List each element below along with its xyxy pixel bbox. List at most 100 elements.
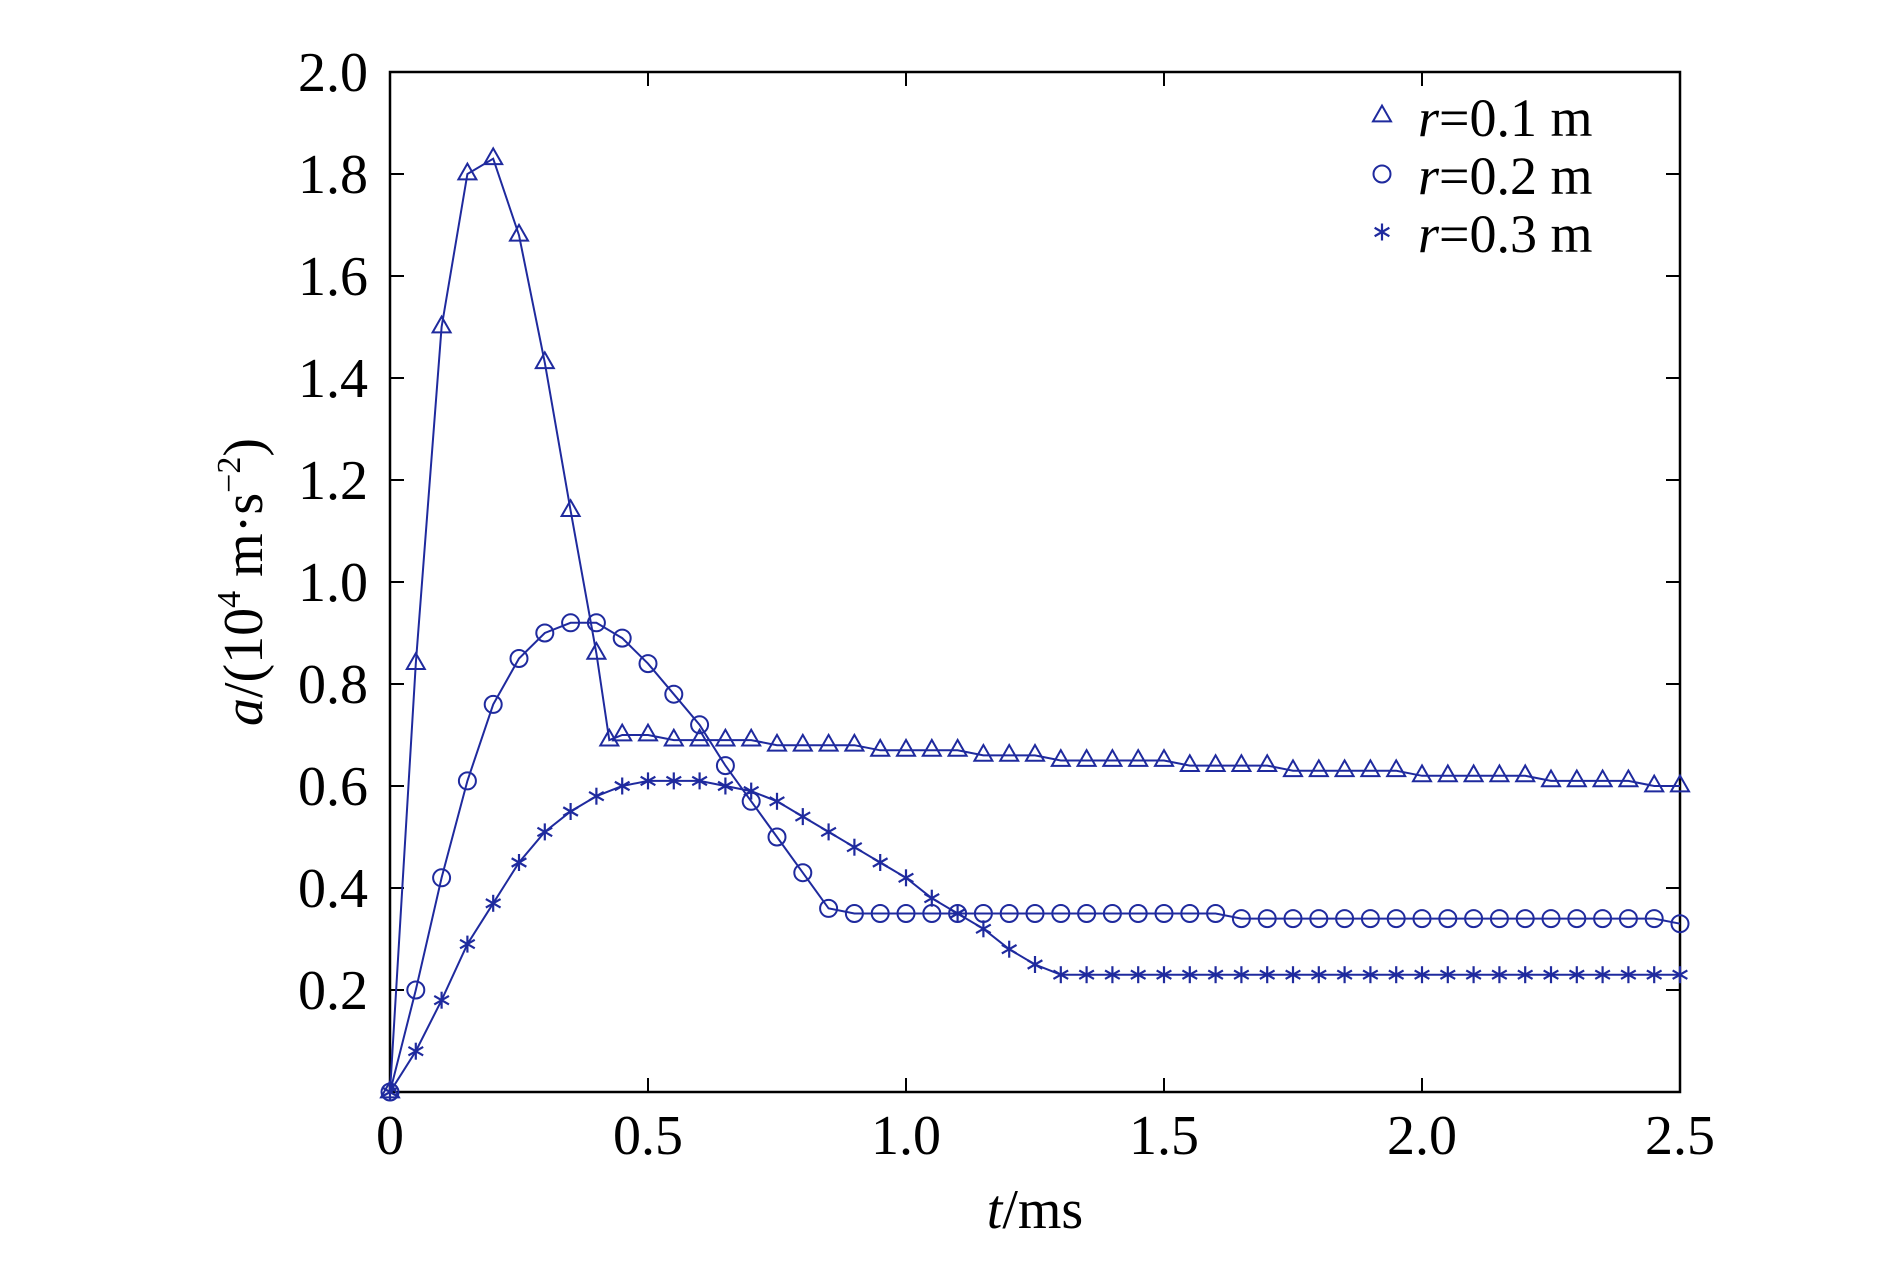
- series-line: [389, 779, 1680, 1093]
- data-point-triangle: [1643, 773, 1665, 793]
- data-point-circle: [638, 654, 658, 674]
- legend-label: r=0.1 m: [1418, 88, 1592, 148]
- data-point-circle: [561, 613, 581, 633]
- data-point-circle: [1515, 909, 1535, 929]
- data-point-circle: [1360, 909, 1380, 929]
- data-point-triangle: [1075, 748, 1098, 767]
- y-axis-label: a/(104 m·s−2): [211, 438, 275, 726]
- data-point-circle: [1077, 904, 1097, 923]
- data-point-triangle: [482, 146, 504, 166]
- data-point-asterisk: [1646, 966, 1663, 984]
- data-point-circle: [1335, 909, 1355, 929]
- data-point-asterisk: [1362, 966, 1379, 984]
- data-point-triangle: [1566, 768, 1588, 788]
- data-point-triangle: [766, 732, 788, 752]
- data-point-asterisk: [691, 772, 708, 790]
- data-point-triangle: [1333, 758, 1356, 778]
- data-point-asterisk: [1594, 966, 1611, 984]
- y-tick-label: 0.2: [298, 960, 368, 1022]
- data-point-triangle: [663, 727, 685, 747]
- data-point-triangle: [456, 161, 479, 181]
- data-point-asterisk: [1414, 966, 1430, 984]
- data-point-triangle: [611, 722, 633, 742]
- data-point-asterisk: [820, 823, 837, 841]
- data-point-asterisk: [1620, 966, 1637, 984]
- data-point-circle: [1412, 909, 1432, 929]
- data-point-triangle: [792, 732, 814, 752]
- data-point-asterisk: [975, 920, 992, 938]
- data-point-asterisk: [769, 792, 785, 810]
- legend-label-var: r: [1418, 88, 1440, 148]
- data-point-circle: [1670, 914, 1690, 934]
- data-point-triangle: [1514, 763, 1536, 783]
- data-point-triangle: [946, 737, 969, 757]
- x-axis-ticks: 0 0.5 1.0 1.5 2.0 2.5: [376, 72, 1715, 1167]
- legend-label: r=0.2 m: [1418, 146, 1592, 206]
- legend-marker-asterisk: [1374, 223, 1390, 241]
- data-point-triangle: [688, 727, 711, 747]
- data-point-circle: [612, 628, 632, 648]
- data-point-circle: [406, 980, 426, 1000]
- data-point-asterisk: [949, 905, 966, 922]
- data-point-triangle: [1204, 753, 1227, 772]
- legend-marker-triangle: [1371, 103, 1393, 123]
- y-axis-label-part1: /(10: [213, 608, 275, 698]
- data-point-circle: [432, 868, 452, 888]
- data-point-circle: [586, 613, 606, 633]
- data-point-triangle: [1359, 758, 1382, 778]
- data-point-asterisk: [1439, 966, 1456, 984]
- y-tick-label: 2.0: [298, 42, 368, 104]
- data-point-circle: [767, 827, 787, 847]
- data-point-asterisk: [536, 823, 553, 841]
- data-point-triangle: [740, 727, 762, 747]
- data-point-triangle: [559, 498, 582, 517]
- data-point-circle: [1618, 909, 1638, 929]
- data-point-circle: [715, 756, 735, 776]
- data-point-circle: [1309, 909, 1329, 929]
- data-point-triangle: [1462, 763, 1485, 783]
- y-axis-label-var: a: [213, 698, 275, 726]
- legend-label: r=0.3 m: [1418, 204, 1592, 264]
- legend: r=0.1 mr=0.2 mr=0.3 m: [1371, 88, 1592, 264]
- data-point-circle: [1154, 904, 1174, 923]
- data-point-triangle: [1540, 768, 1562, 788]
- data-point-circle: [1257, 909, 1277, 929]
- legend-label-value: =0.1 m: [1439, 88, 1592, 148]
- y-axis-ticks: 0.2 0.4 0.6 0.8 1.0 1.2 1.4 1.6 1.8 2.0: [298, 42, 1680, 1022]
- data-point-circle: [535, 623, 555, 643]
- data-point-asterisk: [898, 869, 914, 887]
- data-point-asterisk: [794, 808, 811, 826]
- data-point-triangle: [869, 737, 891, 757]
- data-point-asterisk: [485, 894, 502, 912]
- data-point-circle: [483, 694, 503, 714]
- data-point-circle: [1438, 909, 1458, 929]
- series-3: [382, 772, 1688, 1101]
- data-point-triangle: [1179, 753, 1201, 772]
- data-point-circle: [1567, 909, 1587, 929]
- data-point-asterisk: [1207, 966, 1224, 984]
- data-point-asterisk: [1465, 966, 1482, 984]
- data-point-triangle: [1385, 758, 1407, 778]
- data-point-triangle: [1488, 763, 1511, 783]
- data-point-triangle: [972, 743, 995, 762]
- series-line: [389, 621, 1681, 1093]
- data-point-triangle: [1256, 753, 1278, 772]
- data-point-circle: [1025, 904, 1045, 923]
- data-point-asterisk: [1388, 966, 1405, 984]
- data-point-asterisk: [640, 772, 656, 790]
- data-point-asterisk: [1130, 966, 1147, 984]
- y-tick-label: 1.4: [298, 348, 368, 410]
- data-point-asterisk: [433, 991, 450, 1009]
- x-tick-label: 0.5: [613, 1105, 683, 1167]
- x-tick-label: 2.5: [1645, 1105, 1715, 1167]
- data-point-asterisk: [717, 777, 734, 795]
- y-tick-label: 0.6: [298, 756, 368, 818]
- data-point-circle: [457, 771, 477, 791]
- data-point-asterisk: [1078, 966, 1095, 984]
- data-point-circle: [1489, 909, 1509, 929]
- data-point-triangle: [998, 743, 1020, 762]
- data-point-circle: [819, 898, 839, 918]
- data-point-asterisk: [614, 777, 631, 795]
- data-point-circle: [1593, 909, 1613, 929]
- data-point-triangle: [843, 732, 866, 752]
